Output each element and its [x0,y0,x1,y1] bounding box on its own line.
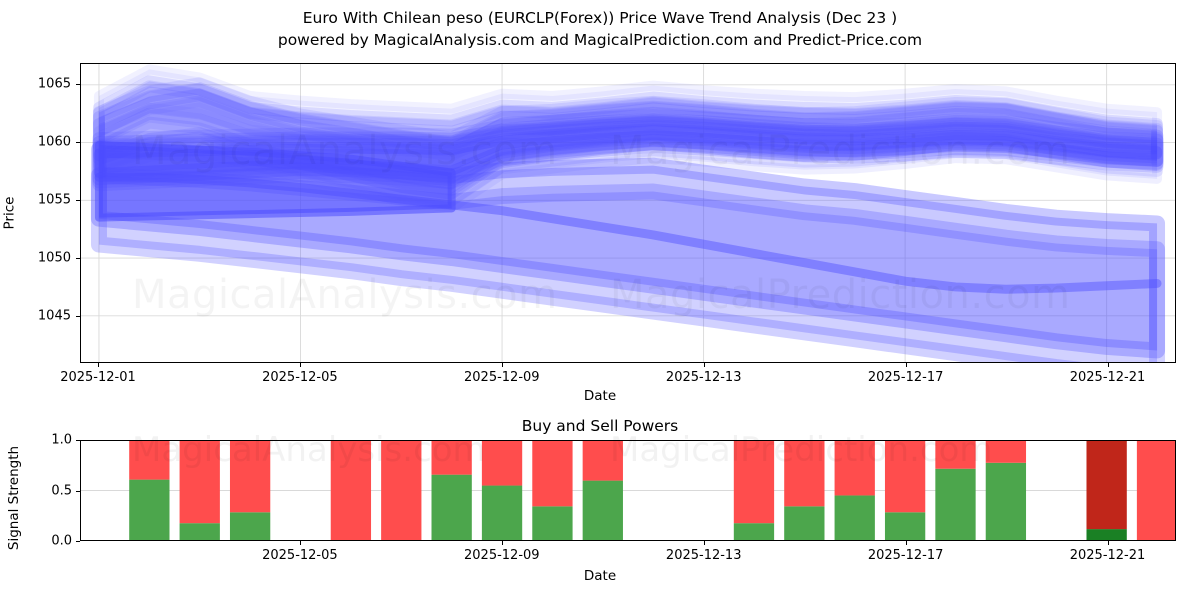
buy-power-bar[interactable] [582,480,623,540]
buy-sell-powers-chart [80,440,1176,541]
price-x-tick-label: 2025-12-17 [867,370,944,385]
price-x-tick-label: 2025-12-01 [60,370,136,385]
buy-power-bar[interactable] [481,485,523,540]
price-x-tick-mark [501,363,503,367]
buy-power-bar[interactable] [229,512,271,540]
power-x-tick-mark [905,541,907,545]
sell-power-bar[interactable] [129,441,170,480]
buy-power-bar[interactable] [431,474,472,540]
sell-power-bar[interactable] [834,441,875,496]
power-y-tick-label: 0.5 [51,483,72,498]
buy-power-bar[interactable] [733,523,775,540]
power-x-tick-mark [501,541,503,545]
price-y-tick-mark [76,142,80,144]
power-y-tick-mark [76,541,80,542]
power-y-tick-label: 0.0 [51,533,72,549]
buy-sell-powers-plot [81,441,1175,540]
price-x-axis-label: Date [583,388,617,404]
sell-power-bar[interactable] [532,441,573,507]
power-x-tick-label: 2025-12-21 [1069,548,1146,563]
buy-power-bar[interactable] [884,512,926,540]
sell-power-bar[interactable] [481,441,523,486]
power-y-tick-mark [76,490,80,492]
price-x-tick-label: 2025-12-21 [1069,370,1146,385]
power-y-tick-label: 1.0 [51,432,72,448]
sell-power-bar[interactable] [1136,441,1175,540]
sell-power-bar[interactable] [381,441,422,540]
power-y-axis-label: Signal Strength [6,445,23,551]
power-x-tick-label: 2025-12-13 [665,548,742,563]
price-x-tick-label: 2025-12-09 [464,370,540,385]
sell-power-bar[interactable] [431,441,472,475]
wave-band [93,64,1163,151]
price-wave-plot [81,64,1175,362]
wave-band [90,167,1166,362]
buy-power-bar[interactable] [985,462,1027,540]
buy-power-bar[interactable] [784,506,825,540]
wave-band [92,75,1164,158]
price-x-tick-mark [703,363,705,367]
price-y-tick-label: 1065 [37,76,71,92]
sell-power-bar[interactable] [229,441,271,513]
buy-power-bar[interactable] [179,523,220,540]
buy-power-bar[interactable] [1086,529,1127,540]
sell-power-bar[interactable] [179,441,220,524]
wave-band [94,140,456,222]
sell-power-bar[interactable] [330,441,372,540]
power-x-tick-label: 2025-12-09 [464,548,540,563]
price-wave-chart [80,63,1176,363]
price-y-tick-mark [76,258,80,260]
sell-power-bar[interactable] [582,441,623,481]
price-x-tick-mark [299,363,301,367]
power-x-tick-label: 2025-12-05 [262,548,338,563]
sell-power-bar[interactable] [985,441,1027,463]
power-x-tick-mark [299,541,301,545]
power-x-tick-mark [703,541,705,545]
price-x-tick-mark [1107,363,1109,367]
price-y-tick-label: 1050 [37,250,71,266]
buy-power-bar[interactable] [834,495,875,540]
sell-power-bar[interactable] [784,441,825,507]
figure-title: Euro With Chilean peso (EURCLP(Forex)) P… [302,9,898,27]
price-y-tick-mark [76,83,80,85]
sell-power-bar[interactable] [884,441,926,513]
power-x-axis-label: Date [583,568,617,584]
price-y-tick-mark [76,316,80,318]
price-x-tick-label: 2025-12-05 [262,370,338,385]
buy-power-bar[interactable] [935,468,976,540]
sell-power-bar[interactable] [733,441,775,524]
price-y-tick-mark [76,200,80,202]
power-chart-title: Buy and Sell Powers [521,417,679,435]
power-x-tick-label: 2025-12-17 [867,548,944,563]
wave-band [92,80,1164,167]
sell-power-bar[interactable] [935,441,976,469]
figure-subtitle: powered by MagicalAnalysis.com and Magic… [277,31,923,49]
price-y-tick-label: 1060 [37,134,71,150]
power-y-tick-mark [76,440,80,441]
buy-power-bar[interactable] [532,506,573,540]
power-x-tick-mark [1107,541,1109,545]
price-x-tick-mark [905,363,907,367]
price-y-tick-label: 1055 [37,192,71,208]
price-x-tick-mark [98,363,99,367]
price-y-axis-label: Price [1,196,18,230]
sell-power-bar[interactable] [1086,441,1127,530]
price-y-tick-label: 1045 [37,308,71,324]
price-x-tick-label: 2025-12-13 [665,370,742,385]
buy-power-bar[interactable] [129,479,170,540]
wave-band [93,97,1163,213]
